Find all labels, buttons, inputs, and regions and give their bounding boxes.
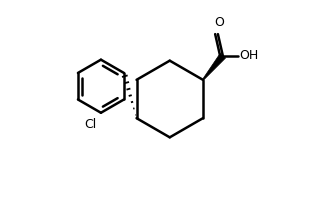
Text: Cl: Cl <box>84 118 96 131</box>
Polygon shape <box>202 53 226 80</box>
Text: O: O <box>214 16 224 29</box>
Text: OH: OH <box>239 49 259 62</box>
